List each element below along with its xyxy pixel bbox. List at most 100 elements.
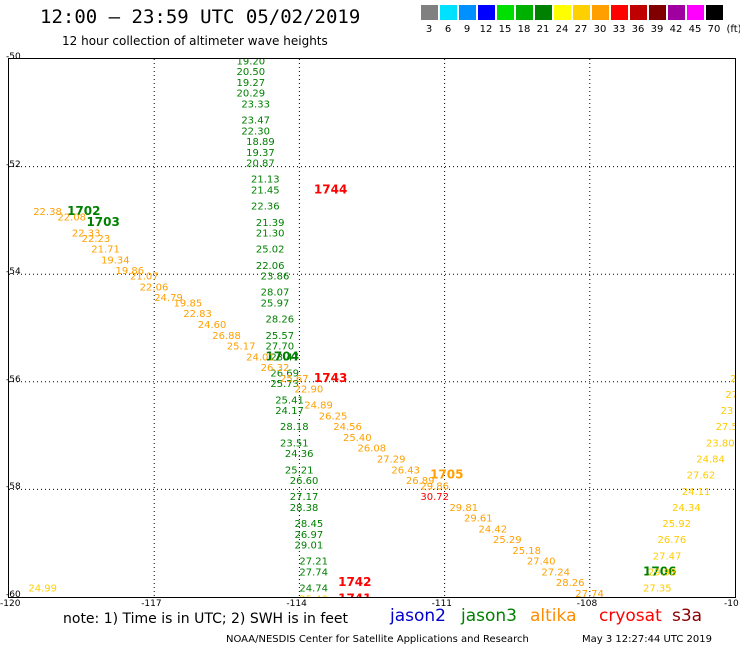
wave-height-map: 19.2020.5019.2720.2923.3323.4722.3018.89…: [9, 59, 735, 597]
wave-height-value: 27.74: [575, 589, 604, 597]
color-swatch-label: 15: [498, 24, 512, 35]
wave-height-value: 24.36: [285, 449, 314, 460]
longitude-tick-label: -108: [576, 599, 598, 609]
wave-height-value: 24.34: [672, 503, 701, 514]
color-swatch-label: 12: [479, 24, 493, 35]
wave-height-value: 25.97: [261, 298, 290, 309]
color-swatch: [554, 5, 571, 20]
wave-height-value: 25.02: [256, 245, 285, 256]
wave-height-value: 23.47: [241, 116, 270, 127]
color-swatch: [535, 5, 552, 20]
wave-height-value: 24.79: [154, 293, 183, 304]
color-swatch-label: 9: [463, 24, 471, 35]
wave-height-value: 19.27: [236, 78, 265, 89]
wave-height-value: 29.98: [648, 567, 677, 578]
wave-height-value: 22.36: [251, 202, 280, 213]
wave-height-value: 26.25: [319, 411, 348, 422]
color-swatch: [630, 5, 647, 20]
footer-credit: NOAA/NESDIS Center for Satellite Applica…: [226, 634, 529, 645]
latitude-tick-label: -50: [6, 52, 21, 62]
pass-time-label: 1703: [86, 215, 119, 229]
color-swatch: [706, 5, 723, 20]
longitude-tick-label: -114: [286, 599, 307, 609]
wave-height-value: 23.51: [280, 438, 309, 449]
color-swatch: [421, 5, 438, 20]
wave-height-value: 24.60: [198, 320, 227, 331]
wave-height-value: 25.40: [343, 433, 372, 444]
wave-height-value: 24.84: [696, 455, 725, 466]
footer-note: note: 1) Time is in UTC; 2) SWH is in fe…: [63, 611, 349, 627]
wave-height-value: 21.07: [130, 272, 159, 283]
wave-height-value: 24.74: [299, 584, 328, 595]
wave-height-value: 22.23: [82, 234, 111, 245]
page-subtitle: 12 hour collection of altimeter wave hei…: [62, 34, 328, 48]
color-swatch-label: 18: [517, 24, 531, 35]
wave-height-value: 20.29: [236, 89, 265, 100]
color-swatch: [497, 5, 514, 20]
wave-height-value: 29.61: [464, 514, 493, 525]
pass-time-label: 1702: [67, 204, 100, 218]
longitude-tick-label: -117: [141, 599, 162, 609]
wave-height-value: 28.07: [261, 288, 290, 299]
wave-height-value: 22.30: [241, 126, 270, 137]
wave-height-value: 27.21: [299, 557, 328, 568]
wave-height-value: 22.38: [33, 207, 62, 218]
latitude-tick-label: -54: [6, 267, 21, 278]
color-swatch-label: 42: [669, 24, 683, 35]
wave-height-value: 26.60: [290, 476, 319, 487]
wave-height-value: 26.43: [391, 465, 420, 476]
color-swatch: [440, 5, 457, 20]
color-swatch-label: 6: [444, 24, 452, 35]
wave-height-value: 19.34: [101, 255, 130, 266]
color-swatch: [687, 5, 704, 20]
wave-height-value: 26.88: [212, 331, 241, 342]
wave-height-value: 18.89: [246, 137, 275, 148]
wave-height-value: 25.18: [512, 546, 541, 557]
wave-height-value: 28.45: [295, 519, 324, 530]
wave-height-value: 27.47: [653, 551, 682, 562]
pass-time-label: 1744: [314, 183, 347, 197]
wave-height-value: 29.86: [420, 481, 449, 492]
color-swatch: [516, 5, 533, 20]
legend-s3a: s3a: [672, 606, 703, 626]
wave-height-value: 27.40: [527, 557, 556, 568]
latitude-tick-label: -56: [6, 374, 21, 385]
color-swatch-label: 24: [555, 24, 569, 35]
wave-height-value: 27.52: [725, 390, 735, 401]
wave-height-value: 27.52: [716, 422, 735, 433]
legend-cryosat: cryosat: [599, 606, 662, 626]
wave-height-value: 26.69: [270, 368, 299, 379]
wave-height-value: 19.85: [174, 298, 203, 309]
wave-height-labels: 19.2020.5019.2720.2923.3323.4722.3018.89…: [28, 59, 735, 597]
wave-height-value: 20.50: [236, 67, 265, 78]
wave-height-value: 22.33: [72, 229, 101, 240]
page-title: 12:00 — 23:59 UTC 05/02/2019: [40, 6, 361, 28]
legend-jason3: jason3: [461, 606, 517, 626]
map-panel: 19.20 20.50 19.27 20.29 23.33 23.47 22.30 18.89…: [8, 58, 736, 598]
wave-height-value: 26.97: [295, 530, 324, 541]
pass-time-label: 1743: [314, 371, 347, 385]
wave-height-value: 21.39: [256, 218, 285, 229]
wave-height-value: 28.38: [290, 503, 319, 514]
color-swatch: [611, 5, 628, 20]
longitude-tick-label: -10: [724, 599, 739, 609]
wave-height-value: 20.87: [246, 159, 275, 170]
wave-height-value: 24.56: [333, 422, 362, 433]
wave-height-value: 25.73: [270, 379, 299, 390]
wave-height-value: 22.06: [140, 282, 169, 293]
color-swatch-label: 3: [425, 24, 433, 35]
latitude-tick-label: -52: [6, 159, 21, 170]
wave-height-value: 30.72: [420, 492, 449, 503]
wave-height-value: 25.67: [280, 374, 309, 385]
wave-height-value: 19.86: [115, 266, 144, 277]
wave-height-value: 25: [730, 374, 735, 385]
wave-height-value: 28.26: [266, 315, 295, 326]
wave-height-value: 27.70: [266, 342, 295, 353]
wave-height-value: 23.47: [270, 352, 299, 363]
wave-height-value: 25.29: [493, 535, 522, 546]
wave-height-value: 29.81: [449, 503, 478, 514]
legend-altika: altika: [530, 606, 577, 626]
wave-height-value: 24.99: [28, 584, 57, 595]
wave-height-value: 25.92: [662, 519, 691, 530]
wave-height-value: 27.17: [290, 492, 319, 503]
